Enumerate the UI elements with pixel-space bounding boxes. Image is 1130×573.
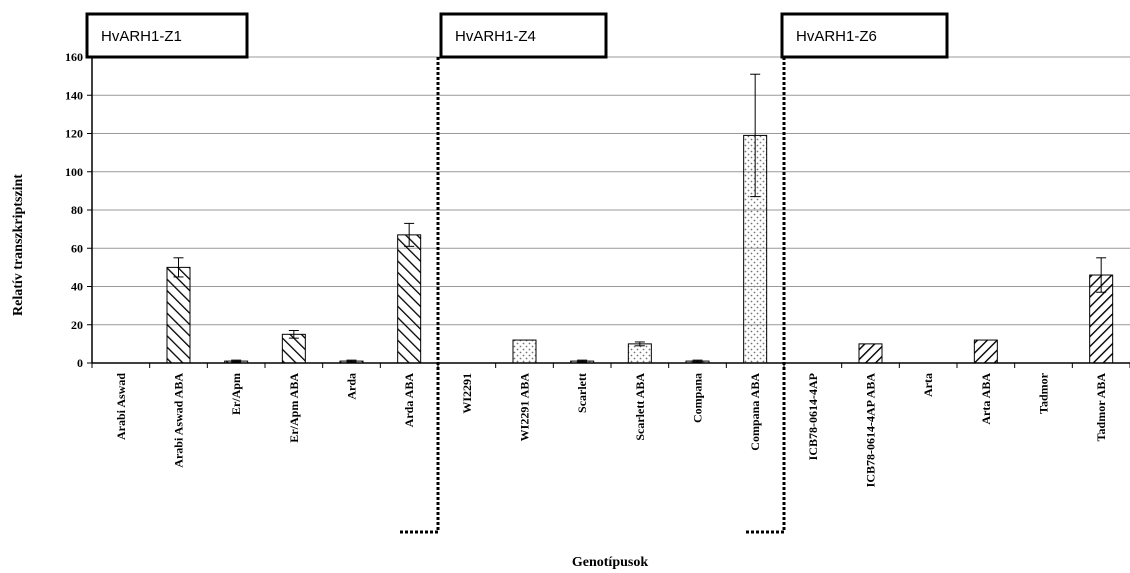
x-axis: Arabi Aswad Arabi Aswad ABA Er/Apm Er/Apm A… xyxy=(91,362,1130,488)
x-category-label: ICB78-0614-4AP xyxy=(806,373,820,460)
bar xyxy=(973,339,998,364)
group-separators: HvARH1-Z1 HvARH1-Z4 HvARH1-Z6 xyxy=(85,12,949,534)
group-label-box xyxy=(85,12,249,59)
y-tick-label: 100 xyxy=(65,165,83,179)
x-category-label: Er/Apm ABA xyxy=(287,373,301,443)
x-category-label: ICB78-0614-4AP ABA xyxy=(864,373,878,488)
bars xyxy=(166,73,1114,364)
x-category-label: Er/Apm xyxy=(229,373,243,415)
y-tick-label: 160 xyxy=(65,50,83,64)
bar xyxy=(166,266,191,364)
y-tick-label: 80 xyxy=(71,203,83,217)
x-category-label: WI2291 ABA xyxy=(518,373,532,442)
x-category-label: Compana ABA xyxy=(748,373,762,451)
group-label: HvARH1-Z6 xyxy=(796,28,877,45)
x-category-label: Arabi Aswad ABA xyxy=(172,373,186,468)
x-category-label: WI2291 xyxy=(460,373,474,414)
group-label: HvARH1-Z1 xyxy=(101,28,182,45)
bar xyxy=(858,343,883,364)
y-axis: 0 20 40 60 80 100 120 140 160 xyxy=(65,50,93,370)
x-category-label: Arabi Aswad xyxy=(114,373,128,440)
x-category-label: Arta ABA xyxy=(979,373,993,425)
x-category-label: Tadmor ABA xyxy=(1094,373,1108,442)
x-category-label: Arta xyxy=(921,373,935,397)
x-axis-label: Genotípusok xyxy=(572,555,648,570)
y-tick-label: 120 xyxy=(65,127,83,141)
gridlines xyxy=(92,56,1130,326)
x-category-label: Arda xyxy=(345,373,359,400)
x-category-label: Scarlett ABA xyxy=(633,373,647,441)
y-tick-label: 20 xyxy=(71,318,83,332)
group-label-box xyxy=(439,12,608,59)
bar xyxy=(397,234,422,364)
y-tick-label: 40 xyxy=(71,280,83,294)
x-category-label: Arda ABA xyxy=(402,373,416,428)
group-label: HvARH1-Z4 xyxy=(455,28,536,45)
x-category-label: Compana xyxy=(691,373,705,423)
bar xyxy=(627,343,652,364)
y-tick-label: 140 xyxy=(65,88,83,102)
group-label-box xyxy=(780,12,949,59)
bar xyxy=(512,339,537,364)
x-category-label: Tadmor xyxy=(1037,372,1051,414)
y-tick-label: 0 xyxy=(77,356,83,370)
y-tick-label: 60 xyxy=(71,241,83,255)
y-axis-label: Relatív transzkriptszint xyxy=(11,174,26,316)
x-category-label: Scarlett xyxy=(575,373,589,413)
